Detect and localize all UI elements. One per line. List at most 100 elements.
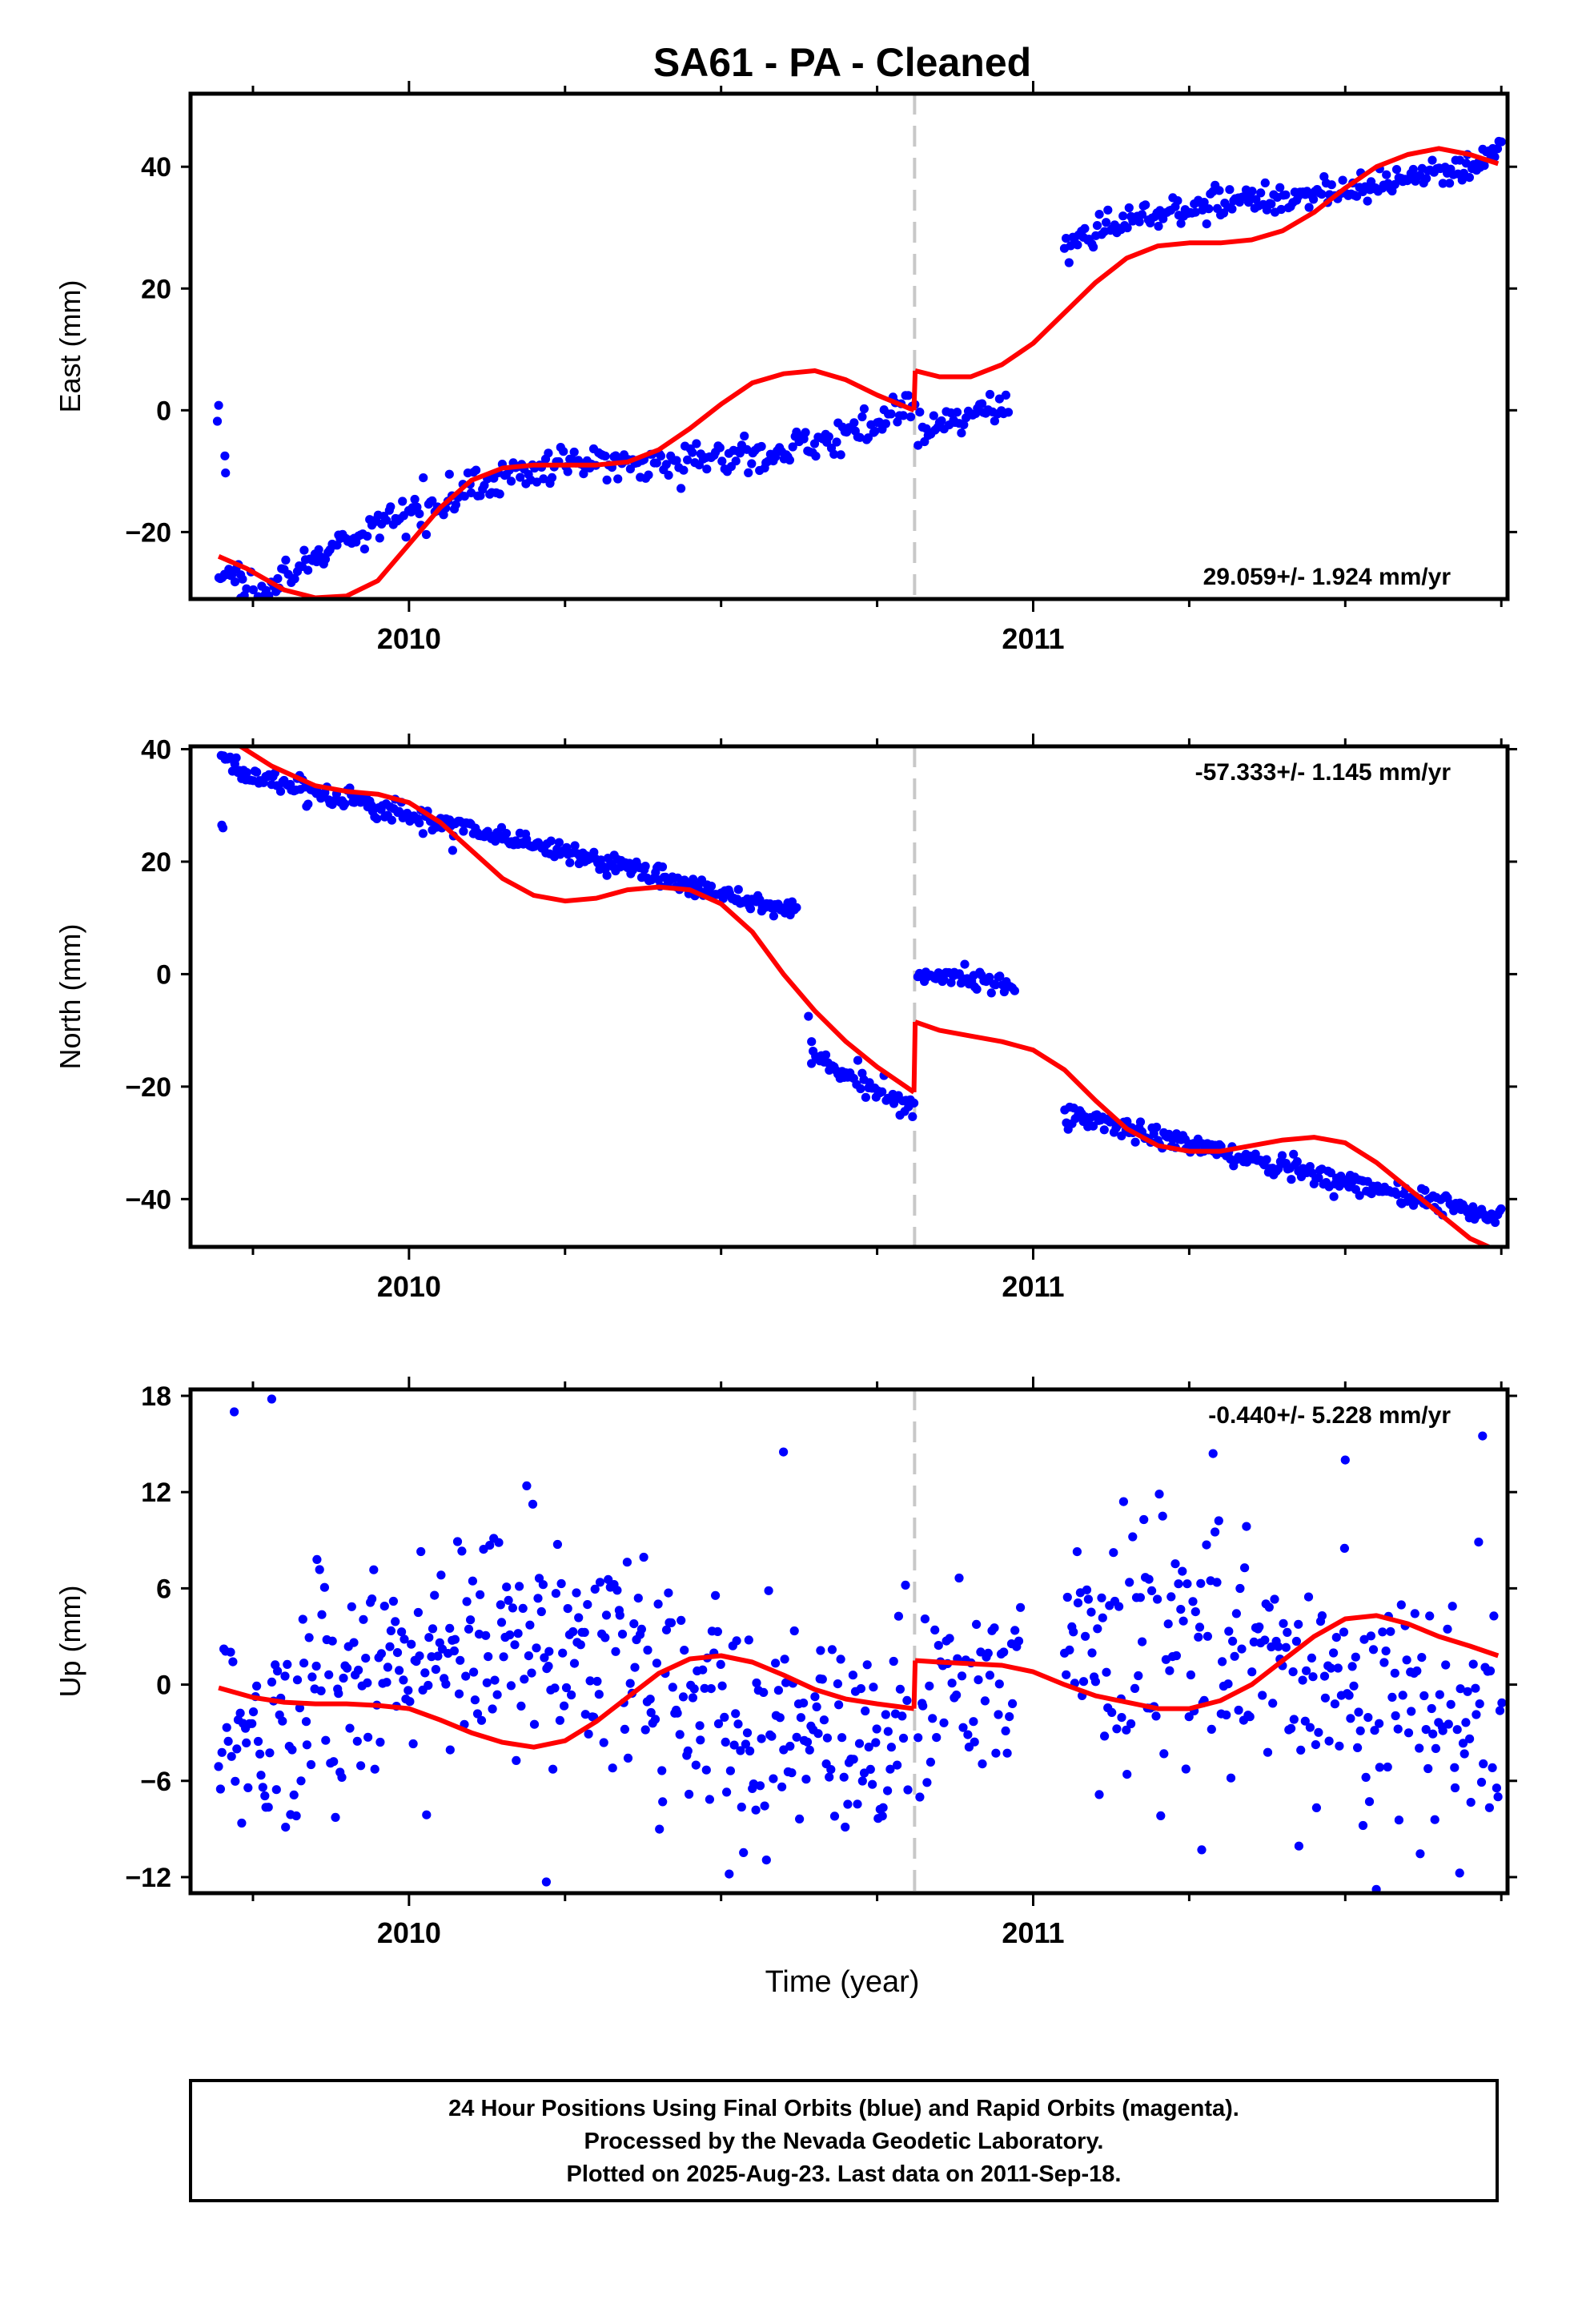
data-point bbox=[1435, 1690, 1444, 1699]
data-point bbox=[1307, 1653, 1316, 1663]
data-point bbox=[1099, 1125, 1109, 1135]
data-point bbox=[655, 1824, 665, 1834]
y-tick-label: −6 bbox=[140, 1767, 171, 1797]
data-point bbox=[639, 1552, 648, 1562]
data-point bbox=[516, 1701, 526, 1711]
data-point bbox=[1072, 1547, 1082, 1557]
data-point bbox=[395, 1666, 404, 1675]
x-tick-label: 2011 bbox=[1002, 1270, 1064, 1303]
data-point bbox=[767, 1731, 777, 1741]
data-point bbox=[1314, 1173, 1323, 1183]
data-point bbox=[386, 502, 396, 512]
rate-annotation: -57.333+/- 1.145 mm/yr bbox=[1195, 759, 1452, 786]
data-point bbox=[1294, 1619, 1303, 1629]
data-point bbox=[939, 1718, 949, 1727]
data-point bbox=[702, 464, 712, 474]
data-point bbox=[273, 573, 283, 584]
data-point bbox=[1263, 1747, 1273, 1757]
model-curves bbox=[218, 1613, 1500, 1750]
data-point bbox=[959, 420, 969, 430]
y-tick-label: 6 bbox=[156, 1574, 171, 1604]
data-point bbox=[369, 1565, 379, 1574]
data-point bbox=[304, 1633, 314, 1642]
data-point bbox=[1249, 1637, 1259, 1647]
data-point bbox=[492, 1690, 502, 1699]
data-point bbox=[1118, 1497, 1128, 1506]
data-point bbox=[376, 1649, 386, 1659]
data-point bbox=[602, 475, 612, 485]
data-point bbox=[363, 1678, 372, 1687]
data-point bbox=[525, 1620, 535, 1630]
data-point bbox=[1461, 159, 1471, 168]
up-panel: −12 −6 0 6 12 18 2010 2011 Up (mm) -0.440+/- 5.22… bbox=[54, 1377, 1517, 1949]
data-point bbox=[1214, 1516, 1223, 1526]
data-point bbox=[1455, 1868, 1464, 1878]
data-point bbox=[839, 1772, 849, 1782]
data-point bbox=[934, 1641, 943, 1651]
data-point bbox=[1170, 1559, 1180, 1569]
data-point bbox=[421, 529, 432, 540]
data-point bbox=[1225, 185, 1235, 195]
data-point bbox=[1159, 1749, 1169, 1759]
outlier-point bbox=[212, 416, 223, 426]
data-point bbox=[780, 1655, 789, 1664]
data-point bbox=[1245, 1712, 1255, 1722]
data-point bbox=[1479, 1759, 1488, 1769]
data-point bbox=[1370, 1726, 1379, 1735]
data-point bbox=[1493, 1792, 1503, 1802]
data-point bbox=[689, 1684, 699, 1694]
data-point bbox=[470, 1695, 480, 1705]
data-point bbox=[757, 441, 766, 452]
data-point bbox=[558, 1648, 568, 1658]
data-point bbox=[481, 1630, 491, 1640]
data-point bbox=[1094, 210, 1104, 219]
data-point bbox=[889, 1656, 898, 1667]
data-point bbox=[456, 1655, 465, 1665]
data-point bbox=[1476, 1777, 1487, 1787]
data-point bbox=[222, 1723, 231, 1732]
data-point bbox=[319, 1582, 329, 1592]
data-point bbox=[1375, 1763, 1384, 1772]
data-point bbox=[869, 1683, 878, 1692]
data-point bbox=[1326, 1168, 1335, 1178]
data-point bbox=[1093, 1624, 1102, 1634]
data-point bbox=[1102, 218, 1111, 227]
data-point bbox=[1267, 199, 1276, 209]
data-point bbox=[306, 1759, 316, 1770]
data-point bbox=[1223, 1679, 1233, 1689]
data-point bbox=[861, 1706, 870, 1716]
data-point bbox=[816, 1646, 825, 1655]
data-point bbox=[1460, 1749, 1469, 1759]
data-point bbox=[499, 1652, 508, 1662]
data-point bbox=[1122, 1725, 1131, 1735]
outlier-point bbox=[448, 846, 458, 855]
data-point bbox=[563, 1604, 572, 1614]
data-point bbox=[742, 1728, 753, 1738]
data-point bbox=[1230, 1651, 1239, 1661]
data-point bbox=[1430, 1815, 1439, 1824]
y-axis-label: East (mm) bbox=[54, 280, 86, 413]
data-point bbox=[856, 1684, 865, 1694]
data-point bbox=[1415, 1743, 1424, 1753]
model-curve-segment-2 bbox=[914, 146, 1500, 380]
data-point bbox=[433, 1651, 443, 1661]
data-point bbox=[1100, 1731, 1110, 1741]
data-point bbox=[548, 1764, 558, 1774]
data-point bbox=[472, 1709, 483, 1719]
data-point bbox=[1355, 1191, 1364, 1200]
data-point bbox=[1450, 1763, 1460, 1772]
data-point bbox=[415, 1651, 424, 1661]
data-point bbox=[600, 451, 610, 461]
data-point bbox=[675, 1730, 685, 1739]
data-point bbox=[909, 1098, 919, 1108]
data-point bbox=[1122, 1116, 1132, 1126]
data-point bbox=[405, 1697, 415, 1707]
data-point bbox=[1296, 1745, 1306, 1755]
data-point bbox=[312, 1554, 322, 1564]
data-point bbox=[1320, 1693, 1330, 1703]
y-tick-label: −20 bbox=[125, 1072, 171, 1103]
data-point bbox=[361, 1654, 371, 1663]
data-point bbox=[1195, 1622, 1205, 1632]
data-point bbox=[407, 1639, 416, 1649]
data-point bbox=[677, 1615, 686, 1625]
